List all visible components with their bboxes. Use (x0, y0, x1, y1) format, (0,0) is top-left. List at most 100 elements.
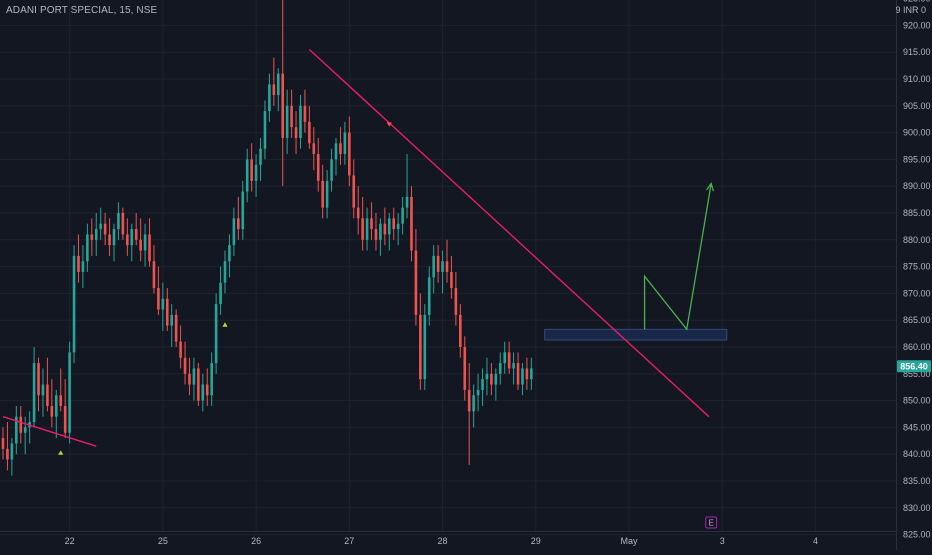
candle-body (352, 175, 356, 208)
candle-body (308, 121, 311, 144)
candle (130, 223, 134, 262)
candle (19, 405, 23, 444)
time-tick-label: 3 (720, 536, 725, 546)
candle (1, 427, 5, 460)
candle (450, 255, 453, 299)
candle-body (37, 363, 40, 396)
candle-body (396, 223, 400, 230)
candle-body (516, 363, 520, 385)
candle-body (507, 352, 511, 369)
candle-body (210, 363, 213, 396)
candle (312, 127, 316, 171)
grid-layer (0, 0, 896, 536)
marker-layer (58, 122, 392, 455)
candle-body (15, 416, 18, 444)
candle-body (205, 384, 209, 396)
candle (374, 213, 378, 251)
candle-body (245, 159, 249, 192)
candle-body (143, 234, 147, 251)
pivot-low-marker (58, 450, 64, 455)
candle-body (401, 207, 404, 224)
candle (410, 186, 413, 262)
candle-body (90, 234, 94, 240)
candle (157, 266, 160, 315)
candle-body (481, 379, 484, 390)
candle-body (374, 229, 378, 240)
price-tick-label: 915.00 (903, 47, 931, 57)
candle (330, 148, 333, 192)
candle-body (183, 357, 187, 374)
candle-body (361, 218, 364, 240)
price-tick-label: 925.00 (903, 0, 931, 4)
candle (68, 341, 71, 444)
candle-body (50, 405, 54, 417)
candle (112, 223, 116, 262)
candle-body (259, 148, 262, 165)
candle (197, 363, 200, 406)
candle-body (312, 143, 316, 155)
trendline[interactable] (308, 49, 710, 418)
earnings-event-badge[interactable] (705, 516, 718, 529)
candle (525, 357, 529, 390)
candle (427, 266, 431, 326)
candle-body (121, 213, 125, 235)
candle (334, 137, 338, 176)
candle-body (201, 384, 205, 401)
candle (268, 73, 271, 122)
projection-arrowhead (706, 182, 715, 192)
candle-body (1, 438, 5, 449)
candle-body (454, 288, 458, 315)
candle-body (423, 314, 427, 380)
trendline[interactable] (2, 416, 97, 447)
candle-body (321, 180, 324, 208)
candle (245, 148, 249, 203)
price-tick-label: 890.00 (903, 181, 931, 191)
candle-body (86, 234, 89, 262)
time-tick-label: 25 (158, 536, 168, 546)
candle-body (139, 239, 142, 251)
candle-body (112, 229, 116, 246)
candle-body (290, 105, 293, 128)
candle-body (6, 448, 9, 460)
time-tick-label: 28 (438, 536, 448, 546)
candle (210, 352, 213, 406)
candle (383, 207, 387, 246)
projection-path[interactable] (643, 183, 712, 331)
candle-body (392, 218, 396, 230)
candle-body (161, 298, 165, 310)
candle-body (23, 427, 27, 433)
price-tick-label: 830.00 (903, 503, 931, 513)
candle-body (174, 314, 178, 342)
candle-body (272, 84, 276, 96)
candle (37, 357, 40, 412)
candle (276, 68, 280, 112)
resistance-zone[interactable] (544, 328, 728, 341)
candle (423, 304, 427, 390)
candle-body (197, 368, 200, 401)
candle (272, 57, 276, 106)
candle-body (525, 368, 529, 380)
candle (263, 100, 267, 160)
candle (6, 422, 9, 471)
candle (401, 196, 404, 235)
candle-body (436, 255, 440, 272)
candle-body (503, 352, 507, 364)
candle (339, 127, 342, 165)
candle (472, 384, 475, 428)
candle (214, 293, 218, 374)
price-tick-label: 905.00 (903, 101, 931, 111)
symbol-title[interactable]: ADANI PORT SPECIAL, 15, NSE (6, 5, 158, 16)
candle (77, 234, 80, 283)
candle-body (330, 159, 333, 181)
candle (281, 0, 285, 187)
candle-body (325, 180, 329, 208)
candle (161, 282, 165, 331)
candle-body (81, 261, 85, 272)
price-tick-label: 835.00 (903, 476, 931, 486)
candle-body (77, 255, 80, 272)
candle (392, 207, 396, 240)
candle-body (467, 389, 471, 412)
